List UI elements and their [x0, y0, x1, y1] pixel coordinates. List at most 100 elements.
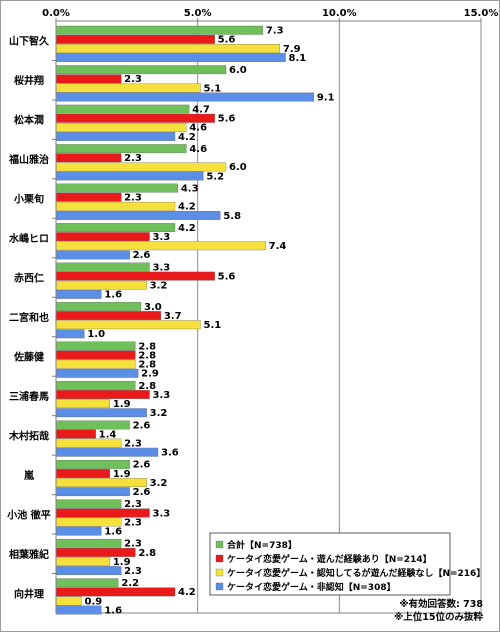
bar	[55, 122, 187, 132]
legend-label: ケータイ恋愛ゲーム・非認知【N=308】	[227, 581, 396, 593]
bar	[55, 420, 130, 430]
data-label: 2.8	[138, 381, 156, 392]
data-label: 2.3	[124, 539, 142, 550]
data-label: 4.6	[189, 144, 207, 155]
bar	[55, 232, 150, 242]
data-label: 3.7	[164, 311, 182, 322]
data-label: 1.6	[104, 527, 122, 538]
data-label: 1.9	[113, 469, 131, 480]
category-label: 木村拓哉	[8, 429, 49, 442]
data-label: 3.3	[153, 390, 171, 401]
category-label: 小池 徹平	[6, 508, 50, 521]
bar	[55, 447, 159, 457]
data-label: 7.4	[269, 241, 287, 252]
category-label: 二宮和也	[9, 311, 49, 324]
data-label: 4.2	[178, 223, 196, 234]
data-label: 5.6	[218, 35, 236, 46]
data-label: 2.3	[124, 193, 142, 204]
data-label: 1.6	[104, 290, 122, 301]
data-label: 3.6	[161, 448, 179, 459]
data-label: 4.2	[178, 587, 196, 598]
category-label: 佐藤健	[13, 350, 44, 363]
bar	[55, 92, 314, 102]
category-label: 山下智久	[9, 35, 50, 48]
data-label: 2.6	[133, 487, 151, 498]
bar	[55, 548, 136, 557]
legend-swatch	[215, 582, 224, 591]
bar	[55, 566, 122, 576]
data-label: 1.9	[113, 399, 131, 410]
bar	[55, 311, 161, 321]
data-label: 2.3	[124, 499, 142, 510]
data-label: 3.3	[153, 232, 171, 243]
category-label: 向井理	[14, 587, 44, 600]
data-label: 2.9	[141, 369, 159, 380]
data-label: 5.6	[218, 272, 236, 283]
data-label: 2.8	[138, 341, 156, 352]
bar	[55, 201, 176, 211]
bar	[55, 320, 201, 330]
data-label: 5.2	[206, 171, 224, 182]
data-label: 8.1	[289, 53, 307, 64]
data-label: 3.2	[150, 408, 168, 419]
bar	[55, 381, 136, 390]
data-label: 3.3	[153, 508, 171, 519]
data-label: 2.8	[138, 350, 156, 361]
bar	[55, 34, 215, 44]
category-label: 水嶋ヒロ	[8, 232, 49, 245]
data-label: 2.3	[124, 438, 142, 449]
x-tick-label: 15.0%	[464, 8, 499, 19]
bar	[55, 171, 204, 181]
bar	[55, 144, 187, 154]
bar	[55, 368, 139, 378]
footnote: ※上位15位のみ抜粋	[394, 611, 483, 623]
bar	[55, 478, 147, 487]
bar	[55, 74, 122, 84]
data-label: 4.2	[178, 202, 196, 213]
x-tick-label: 0.0%	[42, 8, 70, 19]
legend-label: ケータイ恋愛ゲーム・遊んだ経験あり【N=214】	[227, 553, 432, 565]
bar	[55, 241, 266, 251]
bar	[55, 499, 122, 509]
data-label: 2.3	[124, 74, 142, 85]
legend-box	[209, 532, 451, 596]
bar	[55, 487, 130, 497]
legend-swatch	[215, 554, 224, 563]
data-label: 7.9	[283, 44, 301, 55]
data-label: 9.1	[317, 92, 335, 103]
data-label: 2.6	[133, 250, 151, 261]
data-label: 2.6	[133, 420, 151, 431]
data-label: 3.2	[150, 478, 168, 489]
x-tick-label: 5.0%	[184, 8, 212, 19]
data-label: 4.3	[181, 183, 199, 194]
bar	[55, 517, 122, 527]
bar	[55, 587, 176, 597]
bar	[55, 390, 150, 399]
bar	[55, 605, 102, 615]
bar	[55, 538, 122, 548]
legend-swatch	[215, 540, 224, 549]
data-label: 1.0	[87, 329, 105, 340]
bar	[55, 223, 176, 232]
bar	[55, 104, 190, 114]
bar	[55, 469, 110, 478]
bar	[55, 183, 178, 193]
data-label: 5.6	[218, 114, 236, 125]
data-label: 7.3	[266, 26, 284, 37]
bar	[55, 508, 150, 518]
bar	[55, 25, 263, 35]
data-label: 4.7	[192, 105, 210, 116]
bar	[55, 132, 176, 141]
bar	[55, 399, 110, 409]
category-label: 相葉雅紀	[9, 548, 49, 561]
bar	[55, 65, 227, 75]
data-label: 3.0	[144, 302, 162, 313]
bar	[55, 53, 286, 62]
bar	[55, 250, 130, 260]
bar	[55, 113, 215, 123]
bar	[55, 302, 142, 311]
bar	[55, 429, 96, 439]
category-label: 福山雅治	[8, 153, 49, 166]
data-label: 6.0	[229, 162, 247, 173]
